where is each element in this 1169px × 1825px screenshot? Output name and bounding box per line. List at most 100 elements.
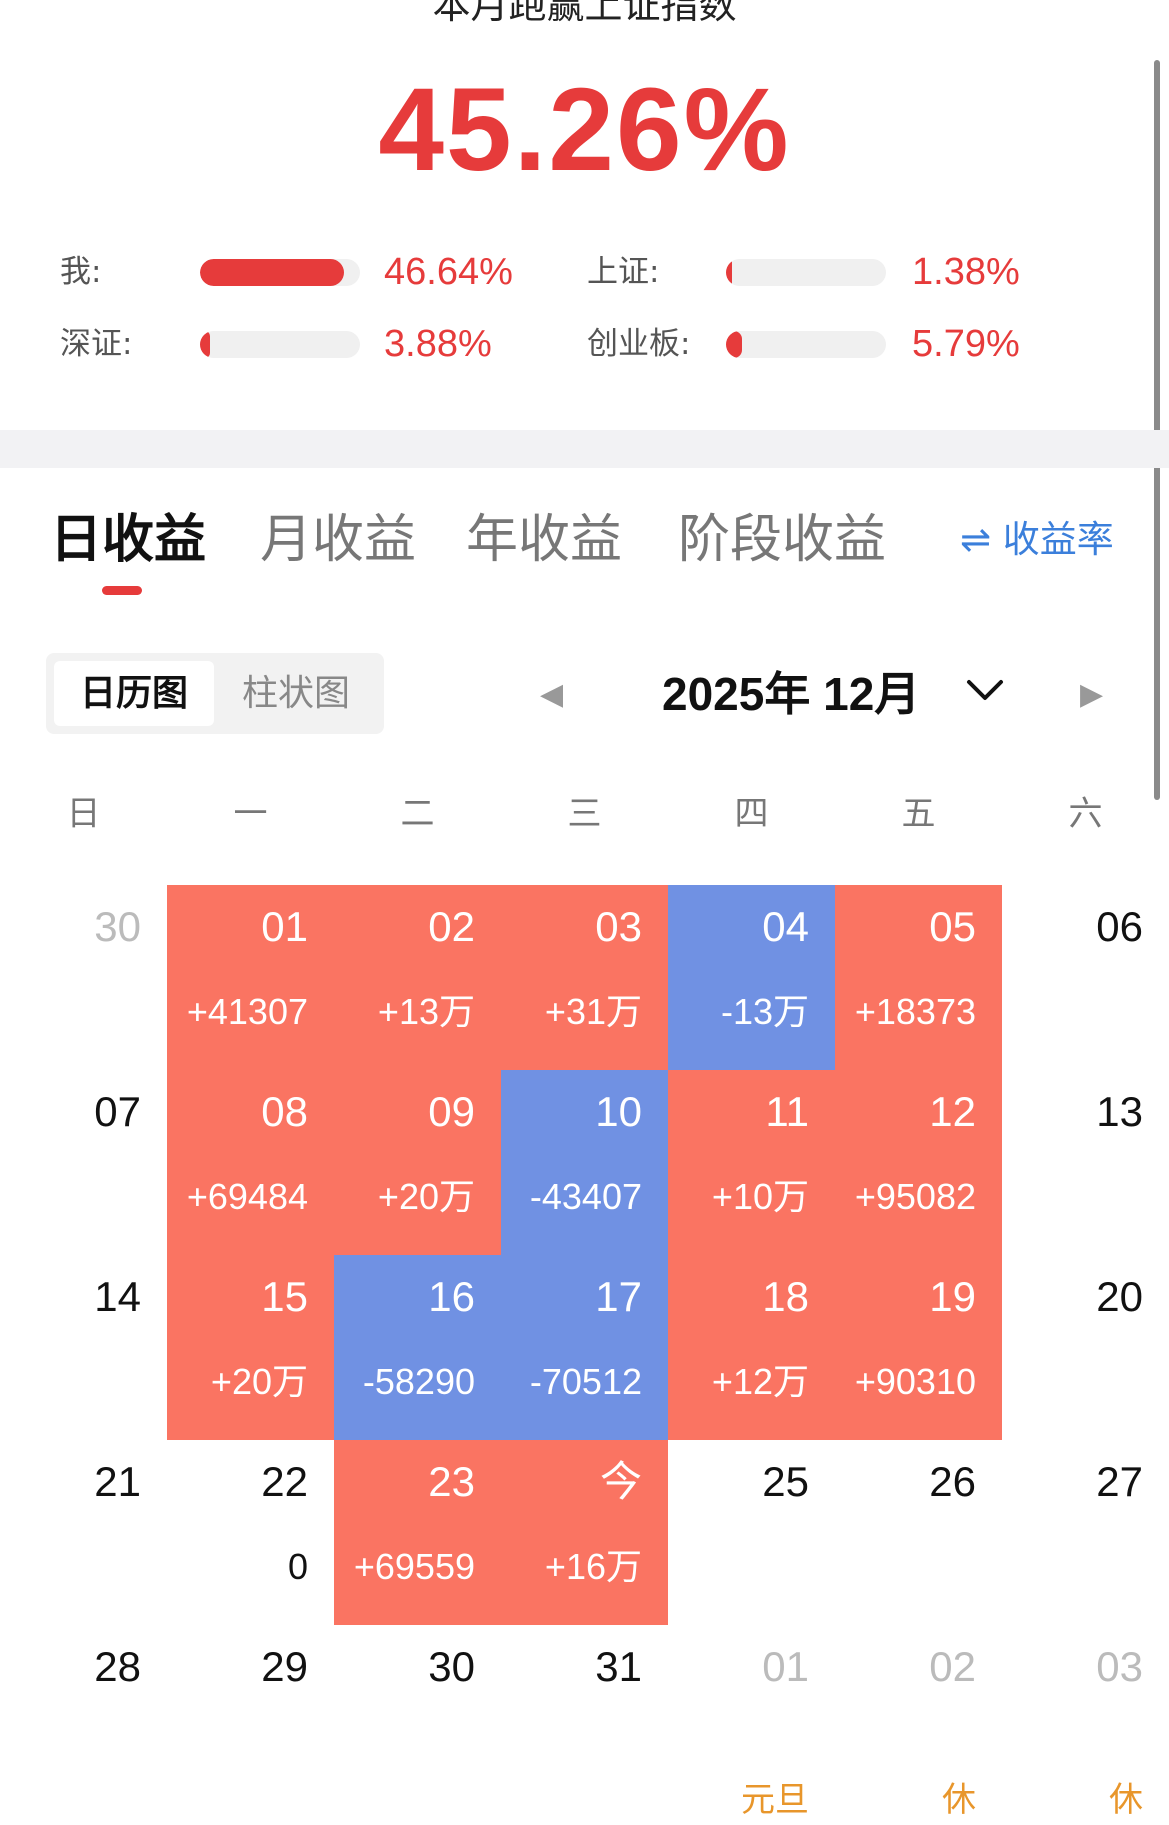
day-number: 01 — [261, 903, 308, 950]
stat-value: 3.88% — [384, 323, 492, 365]
prev-month-button[interactable]: ◀ — [540, 677, 564, 712]
calendar-day-cell[interactable]: 05 +18373 — [835, 885, 1002, 1070]
calendar-day-cell[interactable]: 23 +69559 — [334, 1440, 501, 1625]
daily-profit: -13万 — [720, 991, 809, 1032]
day-number: 03 — [595, 903, 642, 950]
calendar-day-cell[interactable]: 21 — [0, 1440, 167, 1625]
day-number: 03 — [1096, 1643, 1143, 1690]
chevron-down-icon[interactable] — [963, 670, 1007, 710]
tab-period[interactable]: 阶段收益 — [678, 510, 887, 570]
calendar-day-cell[interactable]: 09 +20万 — [334, 1070, 501, 1255]
calendar-day-cell[interactable]: 08 +69484 — [167, 1070, 334, 1255]
calendar-day-cell[interactable]: 12 +95082 — [835, 1070, 1002, 1255]
calendar-day-cell[interactable]: 20 — [1002, 1255, 1169, 1440]
calendar-day-cell[interactable]: 31 — [501, 1625, 668, 1810]
daily-profit: +95082 — [854, 1176, 976, 1217]
rate-toggle-button[interactable]: ⇌ 收益率 — [960, 518, 1114, 561]
weekday-label: 五 — [901, 794, 936, 834]
calendar-day-cell[interactable]: 25 — [668, 1440, 835, 1625]
stat-row-shanghai: 上证: 1.38% — [560, 247, 1120, 297]
day-number: 07 — [94, 1088, 141, 1135]
day-number: 02 — [428, 903, 475, 950]
calendar-day-cell[interactable]: 02 +13万 — [334, 885, 501, 1070]
calendar-day-cell[interactable]: 11 +10万 — [668, 1070, 835, 1255]
day-number: 21 — [94, 1458, 141, 1505]
stat-label: 深证: — [60, 326, 133, 362]
stat-bar-fill — [726, 259, 733, 286]
active-tab-indicator — [102, 586, 142, 595]
day-number: 26 — [929, 1458, 976, 1505]
daily-profit: +31万 — [544, 991, 642, 1032]
day-number: 05 — [929, 903, 976, 950]
stat-label: 上证: — [587, 254, 660, 290]
day-number: 10 — [595, 1088, 642, 1135]
calendar-day-cell[interactable]: 03 休 — [1002, 1625, 1169, 1820]
weekday-label: 六 — [1068, 794, 1103, 834]
calendar-day-cell[interactable]: 03 +31万 — [501, 885, 668, 1070]
calendar-day-cell[interactable]: 27 — [1002, 1440, 1169, 1625]
tab-yearly[interactable]: 年收益 — [466, 510, 623, 570]
daily-profit: +69559 — [353, 1546, 475, 1587]
next-month-button[interactable]: ▶ — [1080, 677, 1104, 712]
calendar-day-cell[interactable]: 30 — [334, 1625, 501, 1810]
holiday-label: 休 — [1109, 1780, 1143, 1820]
daily-profit: -43407 — [529, 1176, 642, 1217]
tab-daily[interactable]: 日收益 — [50, 510, 207, 570]
calendar-day-cell[interactable]: 14 — [0, 1255, 167, 1440]
daily-profit: +10万 — [711, 1176, 809, 1217]
weekday-label: 一 — [233, 794, 268, 834]
calendar-day-cell[interactable]: 01 +41307 — [167, 885, 334, 1070]
calendar-day-cell[interactable]: 04 -13万 — [668, 885, 835, 1070]
stat-value: 1.38% — [912, 251, 1020, 293]
daily-profit: -70512 — [529, 1361, 642, 1402]
page-title: 本月跑赢上证指数 — [432, 0, 737, 27]
stat-bar — [726, 331, 886, 358]
stat-bar-fill — [200, 259, 344, 286]
day-number: 13 — [1096, 1088, 1143, 1135]
stat-bar — [726, 259, 886, 286]
stat-label: 我: — [60, 254, 102, 290]
calendar-day-cell[interactable]: 01 元旦 — [668, 1625, 835, 1820]
day-number: 08 — [261, 1088, 308, 1135]
calendar-day-cell[interactable]: 28 — [0, 1625, 167, 1810]
calendar-day-cell[interactable]: 30 — [0, 885, 167, 1070]
calendar-day-cell[interactable]: 19 +90310 — [835, 1255, 1002, 1440]
calendar-day-cell[interactable]: 02 休 — [835, 1625, 1002, 1820]
calendar-day-cell[interactable]: 07 — [0, 1070, 167, 1255]
day-number: 31 — [595, 1643, 642, 1690]
day-number: 15 — [261, 1273, 308, 1320]
calendar-day-cell[interactable]: 22 0 — [167, 1440, 334, 1625]
bar-view-button[interactable]: 柱状图 — [241, 673, 350, 714]
day-number: 29 — [261, 1643, 308, 1690]
stat-row-me: 我: 46.64% — [0, 247, 560, 297]
weekday-label: 四 — [734, 794, 769, 834]
daily-profit: +20万 — [210, 1361, 308, 1402]
stat-bar-fill — [200, 331, 210, 358]
calendar-day-cell[interactable]: 26 — [835, 1440, 1002, 1625]
day-number: 28 — [94, 1643, 141, 1690]
calendar-day-cell[interactable]: 18 +12万 — [668, 1255, 835, 1440]
calendar-day-cell[interactable]: 29 — [167, 1625, 334, 1810]
weekday-label: 二 — [400, 794, 435, 834]
stat-row-shenzhen: 深证: 3.88% — [0, 319, 560, 369]
calendar-view-button[interactable]: 日历图 — [54, 661, 214, 726]
day-number: 16 — [428, 1273, 475, 1320]
calendar-day-cell[interactable]: 13 — [1002, 1070, 1169, 1255]
calendar-day-cell[interactable]: 17 -70512 — [501, 1255, 668, 1440]
day-number: 20 — [1096, 1273, 1143, 1320]
daily-profit: +18373 — [854, 991, 976, 1032]
daily-profit: 0 — [287, 1546, 308, 1587]
stat-bar — [200, 259, 360, 286]
calendar-day-cell[interactable]: 今 +16万 — [501, 1440, 668, 1625]
tab-monthly[interactable]: 月收益 — [260, 510, 417, 570]
calendar-day-cell[interactable]: 06 — [1002, 885, 1169, 1070]
stat-label: 创业板: — [587, 326, 691, 362]
daily-profit: +16万 — [544, 1546, 642, 1587]
calendar-day-cell[interactable]: 10 -43407 — [501, 1070, 668, 1255]
stat-row-chinext: 创业板: 5.79% — [560, 319, 1120, 369]
weekday-label: 三 — [567, 794, 602, 834]
calendar-day-cell[interactable]: 16 -58290 — [334, 1255, 501, 1440]
daily-profit: -58290 — [362, 1361, 475, 1402]
calendar-day-cell[interactable]: 15 +20万 — [167, 1255, 334, 1440]
month-label[interactable]: 2025年 12月 — [662, 668, 921, 720]
